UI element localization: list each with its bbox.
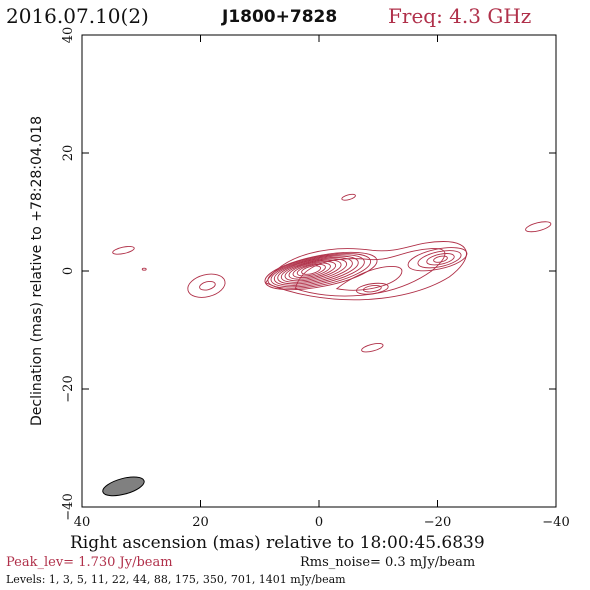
x-tick-label: 0	[315, 515, 323, 530]
contour-east-blob-1	[187, 273, 226, 298]
observation-date: 2016.07.10(2)	[6, 4, 149, 28]
contour-core-3	[292, 262, 331, 279]
contour-knot-sw-2	[362, 285, 382, 293]
contour-levels: Levels: 1, 3, 5, 11, 22, 44, 88, 175, 35…	[6, 573, 346, 586]
contour-core-9	[270, 254, 365, 288]
contour-jet-knot-4	[433, 255, 448, 263]
contour-jet-mid	[294, 248, 446, 297]
contour-jet-knot-2	[417, 250, 462, 269]
y-tick-label: 0	[61, 267, 76, 275]
y-axis-label: Declination (mas) relative to +78:28:04.…	[29, 116, 45, 426]
contour-jet-knot-1	[407, 247, 468, 272]
contour-core-7	[277, 256, 353, 285]
y-tick-label: −40	[61, 493, 76, 520]
contour-core-10	[267, 253, 372, 289]
y-tick-label: 40	[61, 27, 76, 44]
contour-core-4	[288, 261, 337, 280]
contour-core-11	[264, 251, 378, 291]
contour-jet-inner	[335, 266, 403, 291]
contour-iso-east-1	[112, 246, 135, 255]
y-tick-label: −20	[61, 375, 76, 402]
x-tick-label: −40	[542, 515, 569, 530]
peak-level: Peak_lev= 1.730 Jy/beam	[6, 555, 173, 570]
beam-ellipse	[102, 476, 145, 497]
x-axis-label: Right ascension (mas) relative to 18:00:…	[70, 533, 485, 553]
rms-noise: Rms_noise= 0.3 mJy/beam	[300, 555, 476, 570]
contour-iso-south-1	[361, 343, 384, 353]
contour-dot-1	[141, 267, 147, 271]
x-tick-label: 40	[74, 515, 91, 530]
contour-core-8	[273, 255, 359, 286]
contour-core-6	[280, 258, 348, 283]
contour-iso-west-1	[525, 221, 552, 233]
x-tick-label: −20	[424, 515, 451, 530]
contour-east-blob-2	[199, 280, 216, 291]
contour-iso-north-1	[341, 193, 356, 201]
contour-core-5	[284, 259, 342, 282]
contour-knot-sw-1	[356, 282, 389, 295]
frequency-label: Freq: 4.3 GHz	[388, 4, 532, 28]
contour-jet-outer	[265, 241, 467, 301]
x-tick-label: 20	[192, 515, 209, 530]
contour-jet-knot-3	[426, 253, 455, 266]
contour-core-1	[301, 265, 322, 275]
y-tick-label: 20	[61, 145, 76, 162]
source-name: J1800+7828	[222, 7, 338, 27]
contour-core-2	[296, 263, 326, 277]
